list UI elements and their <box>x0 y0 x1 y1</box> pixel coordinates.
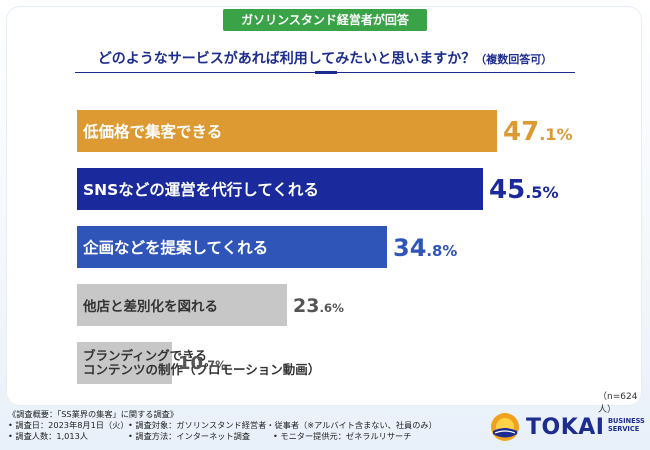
question-note: （複数回答可） <box>475 53 553 66</box>
category-label-1: 低価格で集客できる <box>83 110 222 152</box>
category-label-5: ブランディングできる コンテンツの制作（プロモーション動画） <box>83 342 320 384</box>
question-underline-accent <box>315 71 337 74</box>
category-label-4: 他店と差別化を図れる <box>83 284 218 326</box>
survey-method: • 調査方法：インターネット調査 <box>128 431 251 441</box>
survey-count: • 調査人数：1,013人 <box>8 431 88 441</box>
sun-logo-icon <box>491 413 519 441</box>
value-label-4: 23.6% <box>293 294 344 317</box>
bar-1 <box>77 110 497 152</box>
company-logo: TOKAI BUSINESS SERVICE <box>490 412 645 444</box>
category-label-line: 企画などを提案してくれる <box>83 239 269 257</box>
category-label-line: 低価格で集客できる <box>83 123 223 141</box>
sample-size-note: （n=624人） <box>598 392 638 415</box>
bar-4 <box>77 284 287 326</box>
bar-3 <box>77 226 387 268</box>
category-label-line: SNSなどの運営を代行してくれる <box>83 181 319 199</box>
logo-subtitle: BUSINESS SERVICE <box>608 417 645 433</box>
bar-2 <box>77 168 483 210</box>
category-label-line: ブランディングできる <box>83 347 207 363</box>
logo-wordmark: TOKAI <box>526 415 605 440</box>
question-text: どのようなサービスがあれば利用してみたいと思いますか？ <box>97 51 476 67</box>
question-title: どのようなサービスがあれば利用してみたいと思いますか？（複数回答可） <box>0 48 650 68</box>
category-label-line: 他店と差別化を図れる <box>83 299 218 315</box>
value-label-2: 45.5% <box>489 175 559 205</box>
bar-5 <box>77 342 172 384</box>
survey-provider: • モニター提供元：ゼネラルリサーチ <box>273 431 412 441</box>
category-label-line: コンテンツの制作（プロモーション動画） <box>83 362 321 377</box>
value-label-3: 34.8% <box>393 234 458 262</box>
value-label-5: 10.7% <box>178 353 227 374</box>
survey-overview: 《調査概要：「SS業界の集客」に関する調査》 • 調査日：2023年8月1日（火… <box>8 409 478 442</box>
respondent-badge: ガソリンスタンド経営者が回答 <box>223 9 427 31</box>
survey-overview-title: 《調査概要：「SS業界の集客」に関する調査》 <box>8 409 179 419</box>
value-label-1: 47.1% <box>503 117 573 147</box>
survey-date: • 調査日：2023年8月1日（火） <box>8 420 129 430</box>
category-label-3: 企画などを提案してくれる <box>83 226 268 268</box>
category-label-2: SNSなどの運営を代行してくれる <box>83 168 319 210</box>
survey-target: • 調査対象：ガソリンスタンド経営者・従事者（※アルバイト含まない、社員のみ） <box>128 420 437 430</box>
